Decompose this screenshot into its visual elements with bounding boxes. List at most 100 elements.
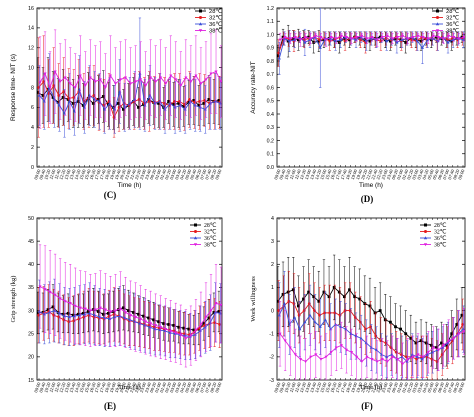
data-point: [296, 304, 300, 308]
data-point: [388, 39, 392, 43]
data-point: [197, 103, 201, 107]
data-point: [390, 352, 394, 356]
x-tick-label: 15:40: [324, 381, 333, 393]
data-point: [406, 358, 410, 361]
data-point: [48, 86, 52, 90]
x-tick-label: 01:00: [154, 381, 163, 393]
x-tick-label: 15:40: [324, 168, 333, 180]
y-tick-label: 16: [28, 6, 34, 12]
data-point: [404, 332, 408, 336]
x-tick-label: 13:40: [68, 168, 77, 180]
x-tick-label: 11:00: [289, 381, 297, 393]
legend: 28℃32℃36℃38℃: [432, 9, 459, 35]
x-tick-label: 15:40: [83, 168, 92, 180]
x-tick-label: 22:20: [134, 168, 143, 180]
data-point: [396, 358, 400, 361]
data-point: [312, 295, 316, 299]
data-point: [129, 82, 133, 86]
legend-marker: [198, 22, 203, 26]
data-point: [298, 327, 302, 331]
data-point: [293, 353, 297, 357]
data-point: [461, 323, 465, 326]
data-point: [359, 336, 363, 340]
data-point: [364, 327, 367, 331]
data-point: [319, 358, 323, 361]
data-point: [204, 78, 208, 82]
x-tick-label: 06:20: [194, 168, 203, 180]
legend: 28℃32℃36℃38℃: [420, 223, 447, 249]
x-tick-label: 07:00: [199, 168, 208, 180]
x-tick-label: 17:40: [99, 168, 108, 180]
data-point: [389, 346, 393, 349]
legend-marker: [198, 29, 203, 33]
x-tick-label: 21:00: [365, 168, 374, 180]
data-point: [83, 84, 87, 88]
x-tick-label: 10:20: [43, 168, 52, 180]
data-point: [342, 37, 346, 40]
y-tick-label: -2: [269, 355, 274, 361]
data-point: [410, 352, 414, 356]
data-point: [167, 323, 171, 326]
x-tick-label: 11:40: [53, 381, 61, 393]
data-point: [328, 311, 332, 315]
data-point: [219, 80, 222, 84]
x-tick-label: 07:00: [442, 381, 451, 393]
x-tick-label: 03:00: [169, 168, 178, 180]
data-point: [435, 360, 439, 363]
data-point: [63, 76, 67, 80]
x-tick-label: 01:40: [159, 381, 168, 393]
legend-marker: [436, 16, 439, 19]
data-point: [317, 39, 321, 43]
legend-label: 36℃: [446, 22, 459, 28]
data-point: [207, 316, 211, 320]
plot-area: [37, 17, 222, 138]
x-tick-label: 09:00: [33, 168, 42, 180]
y-axis-title: Grip strength (kg): [10, 276, 17, 323]
data-point: [287, 299, 291, 303]
data-point: [429, 343, 433, 347]
data-point: [309, 37, 313, 41]
data-point: [359, 38, 362, 42]
y-tick-label: 0.5: [267, 99, 274, 105]
x-tick-label: 19:00: [109, 381, 118, 393]
data-point: [129, 314, 133, 317]
data-point: [214, 302, 218, 305]
data-point: [81, 103, 85, 107]
x-tick-label: 09:00: [457, 381, 466, 393]
data-point: [339, 344, 343, 347]
data-point: [182, 104, 186, 108]
data-point: [318, 313, 321, 317]
data-point: [431, 346, 435, 350]
y-tick-label: 14: [28, 26, 34, 32]
data-point: [148, 93, 152, 97]
data-point: [72, 96, 76, 99]
legend-label: 32℃: [204, 230, 217, 236]
legend-label: 32℃: [434, 230, 447, 236]
data-point: [450, 332, 454, 336]
data-point: [164, 327, 168, 331]
x-tick-label: 01:40: [401, 381, 410, 393]
x-tick-label: 21:40: [370, 381, 379, 393]
y-tick-label: 0: [271, 308, 274, 314]
panel-label: (D): [361, 194, 374, 204]
x-tick-label: 08:20: [452, 381, 461, 393]
data-point: [334, 322, 338, 326]
x-tick-label: 07:00: [199, 381, 208, 393]
y-tick-label: 2: [31, 145, 34, 151]
x-tick-label: 05:40: [189, 381, 198, 393]
x-tick-label: 03:00: [411, 381, 420, 393]
y-tick-label: 1.1: [267, 19, 274, 25]
data-point: [277, 54, 280, 58]
data-point: [76, 100, 80, 103]
x-axis-title: Time (h): [118, 384, 141, 391]
data-point: [452, 36, 456, 39]
x-tick-label: 18:20: [104, 381, 113, 393]
x-tick-label: 01:40: [159, 168, 168, 180]
x-tick-label: 02:20: [406, 168, 415, 180]
data-point: [370, 36, 374, 39]
data-point: [360, 34, 364, 38]
data-point: [277, 51, 281, 55]
data-point: [92, 94, 96, 97]
series-2: [277, 8, 465, 88]
legend: 28℃32℃36℃38℃: [195, 9, 222, 35]
